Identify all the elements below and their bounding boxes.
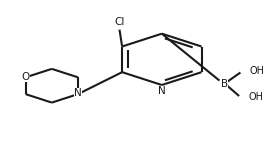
Text: OH: OH <box>248 92 263 102</box>
Text: B: B <box>221 79 228 89</box>
Text: OH: OH <box>250 66 265 76</box>
Text: Cl: Cl <box>114 17 125 27</box>
Text: N: N <box>74 88 82 98</box>
Text: O: O <box>21 72 30 82</box>
Text: N: N <box>158 86 166 96</box>
